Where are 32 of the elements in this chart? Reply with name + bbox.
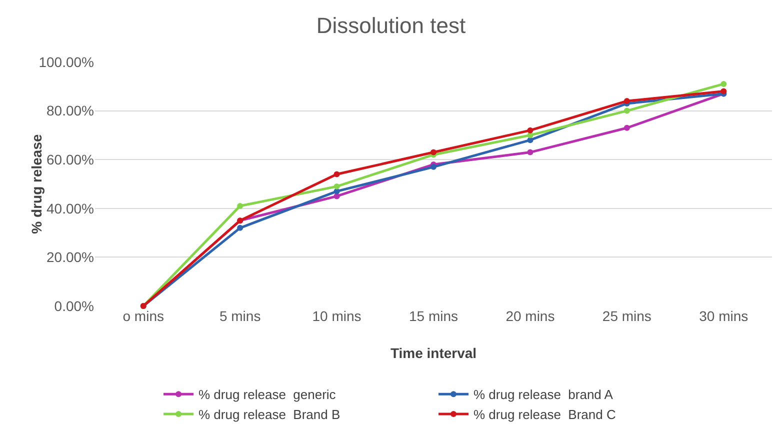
x-tick-label: 20 mins (506, 308, 555, 324)
point (624, 124, 630, 131)
y-tick-label: 80.00% (46, 102, 94, 119)
point (624, 108, 630, 114)
x-tick-label: 5 mins (219, 308, 261, 324)
point (720, 80, 727, 87)
point (334, 183, 340, 190)
point (237, 224, 244, 231)
y-axis-title: % drug release (28, 134, 45, 234)
legend-label: % drug release generic (198, 387, 336, 402)
x-tick-label: o mins (122, 308, 164, 324)
point (334, 171, 340, 178)
legend-label: % drug release brand A (474, 387, 614, 402)
chart-title: Dissolution test (316, 12, 466, 38)
point (527, 149, 534, 156)
y-tick-label: 40.00% (46, 200, 94, 216)
x-tick-label: 30 mins (699, 308, 748, 324)
x-tick-label: 25 mins (602, 308, 652, 324)
y-tick-label: 20.00% (46, 249, 94, 266)
y-tick-label: 60.00% (46, 152, 94, 168)
legend-label: % drug release Brand B (198, 407, 340, 422)
x-axis-title: Time interval (390, 345, 477, 361)
y-tick-label: 100.00% (38, 54, 94, 70)
point (237, 202, 244, 209)
legend-label: % drug release Brand C (474, 407, 616, 422)
point (430, 164, 436, 170)
point (430, 149, 436, 156)
point (527, 127, 534, 134)
x-tick-label: 10 mins (312, 308, 362, 324)
y-tick-label: 0.00% (54, 298, 94, 314)
point (720, 88, 727, 94)
x-tick-label: 15 mins (408, 308, 458, 324)
